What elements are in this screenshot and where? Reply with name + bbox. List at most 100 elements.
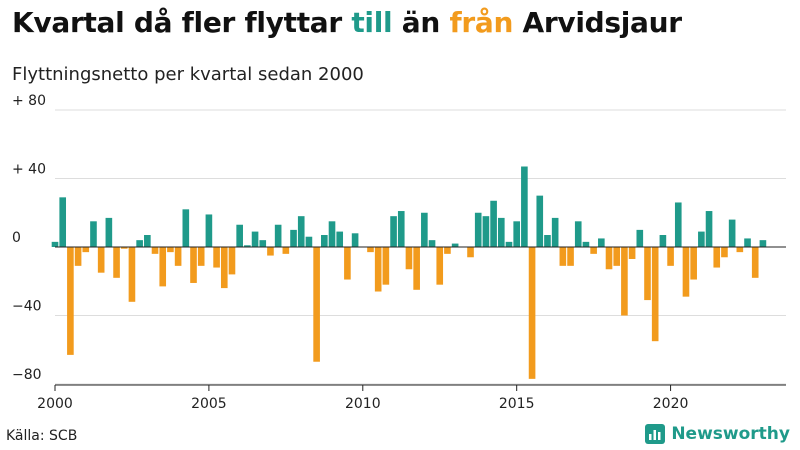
bar [644,247,651,301]
bar [559,247,567,266]
bar [628,247,636,259]
newsworthy-logo[interactable]: Newsworthy [645,424,790,444]
bar [521,166,528,247]
bar [490,200,497,247]
bar [251,231,259,247]
bar [336,231,344,247]
y-tick-label: −40 [12,299,42,315]
bar [636,229,644,248]
y-tick-label: + 40 [12,162,46,178]
bar [544,235,551,247]
y-tick-label: 0 [12,230,21,246]
bar [598,238,605,247]
bar [374,247,382,292]
bar-chart-logo-icon [645,424,666,444]
title-part-1: Kvartal då fler flyttar [12,6,352,39]
chart-subtitle: Flyttningsnetto per kvartal sedan 2000 [12,64,364,85]
bar [321,235,328,247]
bar [582,241,590,247]
bar [313,247,320,362]
bar [367,247,374,253]
bar [751,247,759,278]
y-tick-label: −80 [12,367,42,383]
bar [67,247,74,355]
x-tick-label: 2020 [653,396,689,412]
x-tick-label: 2000 [37,396,73,412]
bar [174,247,182,266]
x-tick-label: 2010 [345,396,381,412]
bar [728,219,736,247]
title-highlight-fran: från [449,6,514,39]
bar [444,247,451,254]
bar [705,211,713,247]
bar [144,235,151,247]
bar [213,247,220,268]
bar [259,240,267,247]
bar [113,247,120,278]
bar [220,247,228,289]
bar [382,247,390,285]
bar [759,240,767,247]
bar [297,216,305,247]
bar [397,211,405,247]
gridlines [55,109,786,385]
bar [436,247,444,285]
bar [151,247,159,254]
bar [51,241,59,247]
bar [228,247,236,275]
bar [682,247,690,297]
bar [744,238,751,247]
bar [120,247,128,249]
bar [344,247,351,280]
brand-name: Newsworthy [671,424,790,444]
bar [74,247,82,266]
bar [282,247,290,254]
bar [651,247,659,342]
bar [197,247,205,266]
bar [497,217,505,247]
bar [105,217,113,247]
source-label: Källa: SCB [6,428,78,444]
bar [159,247,167,287]
bar [90,221,97,247]
bar [305,236,313,247]
bar [413,247,420,290]
bar [82,247,90,253]
bar [351,233,359,247]
bar [244,245,251,247]
bar [205,214,213,247]
x-tick-label: 2015 [499,396,535,412]
bar [528,247,536,379]
bar [274,224,282,247]
bar [505,241,513,247]
bar [136,240,143,247]
title-part-5: Arvidsjaur [513,6,683,39]
bar [482,216,490,247]
bar [451,243,459,247]
bar [236,224,243,247]
bar [328,221,336,247]
bar [474,212,482,247]
bar [574,221,582,247]
bar [721,247,728,258]
x-tick-label: 2005 [191,396,227,412]
bar [428,240,436,247]
bar [513,221,520,247]
y-tick-label: + 80 [12,93,46,109]
bar [182,209,190,247]
bar [128,247,136,302]
bar [690,247,697,280]
bar [97,247,105,273]
title-part-3: än [392,6,450,39]
bar [736,247,744,253]
bar-chart: + 80 + 40 0 −40 −80 2000 2005 2010 2015 2020 [12,93,786,412]
bar [667,247,674,266]
axes: + 80 + 40 0 −40 −80 2000 2005 2010 2015 2020 [12,93,786,412]
bar [713,247,721,268]
bar [551,217,559,247]
bars [51,166,767,379]
bar [167,247,174,253]
bar [698,231,705,247]
bar [621,247,628,316]
bar [190,247,197,283]
